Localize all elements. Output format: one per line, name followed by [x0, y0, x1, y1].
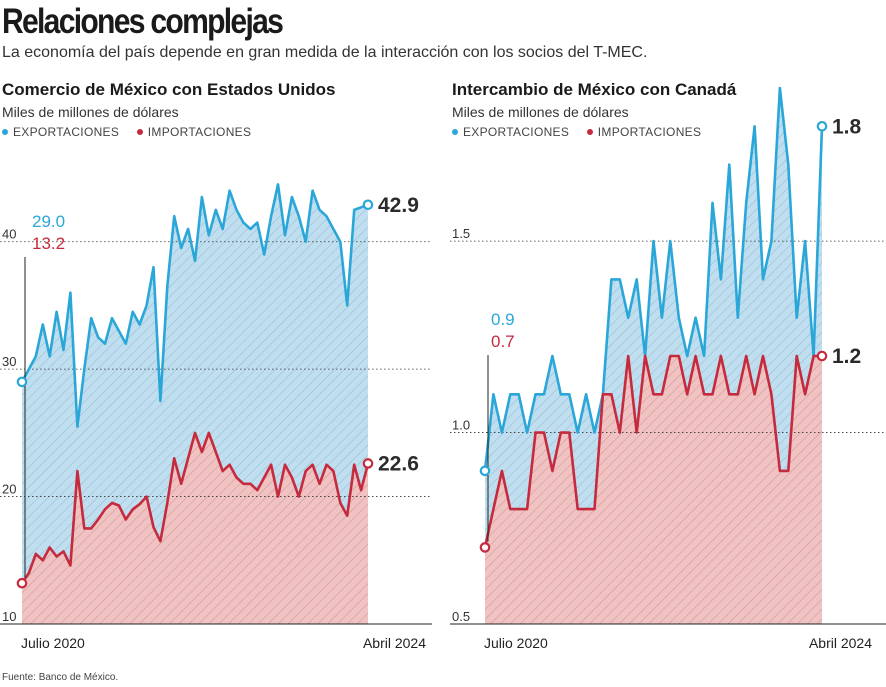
- end-value-label: 42.9: [378, 194, 419, 217]
- legend-label: EXPORTACIONES: [463, 125, 570, 139]
- legend-item-imports: IMPORTACIONES: [136, 125, 252, 139]
- legend-dot-icon: [2, 128, 8, 135]
- page-title: Relaciones complejas: [2, 2, 284, 41]
- data-point-marker: [816, 120, 828, 132]
- data-point-marker: [362, 458, 374, 469]
- legend-label: IMPORTACIONES: [147, 125, 252, 139]
- chart-panel-us: 10 20 30 40 29.0 13.2 42.9 22.6 Julio 2020 Abril …: [0, 80, 440, 660]
- chart-us: 10 20 30 40 29.0 13.2 42.9 22.6 Julio 2020 Abril …: [0, 183, 432, 651]
- x-start-label: Julio 2020: [484, 635, 548, 651]
- x-start-label: Julio 2020: [21, 635, 85, 651]
- legend: EXPORTACIONES IMPORTACIONES: [452, 125, 715, 139]
- start-value-label: 0.9: [491, 310, 515, 329]
- data-point-marker: [16, 376, 28, 388]
- page-subtitle: La economía del país depende en gran med…: [2, 44, 648, 61]
- data-point-marker: [479, 542, 491, 553]
- chart-canada: 0.5 1.0 1.5 0.9 0.7 1.8 1.2 Julio 2020 Abril 202…: [450, 86, 886, 651]
- legend-label: IMPORTACIONES: [597, 125, 702, 139]
- end-value-label: 1.8: [832, 115, 862, 138]
- imports-line: [483, 354, 822, 548]
- data-point-marker: [479, 465, 491, 477]
- y-tick-label: 20: [2, 482, 16, 497]
- start-value-label: 29.0: [32, 212, 65, 231]
- data-point-marker: [362, 199, 374, 211]
- imports-line: [20, 431, 370, 584]
- start-value-label: 0.7: [491, 332, 515, 351]
- legend-item-imports: IMPORTACIONES: [586, 125, 702, 139]
- data-point-marker: [16, 577, 28, 589]
- end-value-label: 22.6: [378, 452, 419, 475]
- x-end-label: Abril 2024: [363, 635, 426, 651]
- data-point-marker: [816, 350, 828, 362]
- x-end-label: Abril 2024: [809, 635, 872, 651]
- chart-unit-label: Miles de millones de dólares: [2, 104, 179, 120]
- y-tick-label: 1.5: [452, 226, 470, 241]
- y-tick-label: 30: [2, 354, 16, 369]
- legend: EXPORTACIONES IMPORTACIONES: [2, 125, 265, 139]
- legend-item-exports: EXPORTACIONES: [2, 125, 119, 139]
- y-tick-label: 10: [2, 609, 16, 624]
- exports-line: [483, 86, 824, 472]
- exports-line: [20, 183, 369, 428]
- y-tick-label: 1.0: [452, 418, 470, 433]
- legend-dot-icon: [586, 128, 593, 135]
- start-value-label: 13.2: [32, 234, 65, 253]
- y-tick-label: 40: [2, 227, 16, 242]
- y-tick-label: 0.5: [452, 609, 470, 624]
- chart-title: Comercio de México con Estados Unidos: [2, 80, 336, 99]
- legend-dot-icon: [452, 128, 458, 135]
- imports-area: [485, 356, 822, 624]
- chart-unit-label: Miles de millones de dólares: [452, 104, 629, 120]
- legend-label: EXPORTACIONES: [13, 125, 120, 139]
- legend-dot-icon: [136, 128, 143, 135]
- end-value-label: 1.2: [832, 345, 861, 368]
- source-note: Fuente: Banco de México.: [2, 672, 119, 683]
- legend-item-exports: EXPORTACIONES: [452, 125, 569, 139]
- chart-title: Intercambio de México con Canadá: [452, 80, 737, 99]
- chart-panel-canada: 0.5 1.0 1.5 0.9 0.7 1.8 1.2 Julio 2020 Abril 202…: [450, 80, 886, 660]
